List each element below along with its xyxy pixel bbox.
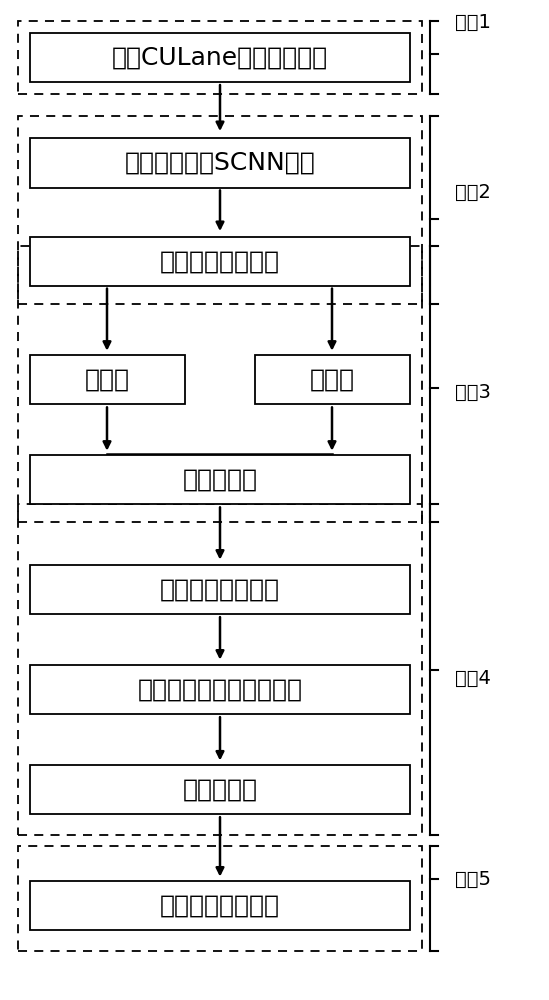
Bar	[18, 504, 422, 835]
Text: 输出车道线候选点: 输出车道线候选点	[160, 249, 280, 273]
Bar	[30, 765, 410, 814]
Bar	[18, 21, 422, 94]
Bar	[18, 246, 422, 522]
Bar	[30, 881, 410, 930]
Text: 步骤1: 步骤1	[455, 13, 491, 32]
Bar	[30, 355, 185, 404]
Bar	[30, 33, 410, 82]
Text: 行扫描: 行扫描	[85, 368, 130, 392]
Text: 车道线容器: 车道线容器	[182, 468, 257, 492]
Text: 步骤3: 步骤3	[455, 383, 491, 402]
Bar	[30, 665, 410, 714]
Text: 车道线测试集测试: 车道线测试集测试	[160, 894, 280, 918]
Bar	[30, 237, 410, 286]
Bar	[30, 138, 410, 188]
Bar	[30, 455, 410, 504]
Bar	[18, 116, 422, 304]
Text: 选取CULane车道线数据集: 选取CULane车道线数据集	[112, 46, 328, 70]
Text: 构建二次曲线模型: 构建二次曲线模型	[160, 578, 280, 602]
Text: 列扫描: 列扫描	[310, 368, 355, 392]
Bar	[30, 565, 410, 614]
Bar	[18, 846, 422, 951]
Text: 加权最小二乘法求解参数: 加权最小二乘法求解参数	[137, 678, 302, 702]
Text: 步骤2: 步骤2	[455, 182, 491, 201]
Text: 车道线模型: 车道线模型	[182, 778, 257, 802]
Text: 构建改进后的SCNN网络: 构建改进后的SCNN网络	[125, 151, 315, 175]
Text: 步骤4: 步骤4	[455, 669, 491, 688]
Text: 步骤5: 步骤5	[455, 870, 491, 889]
Bar	[255, 355, 410, 404]
